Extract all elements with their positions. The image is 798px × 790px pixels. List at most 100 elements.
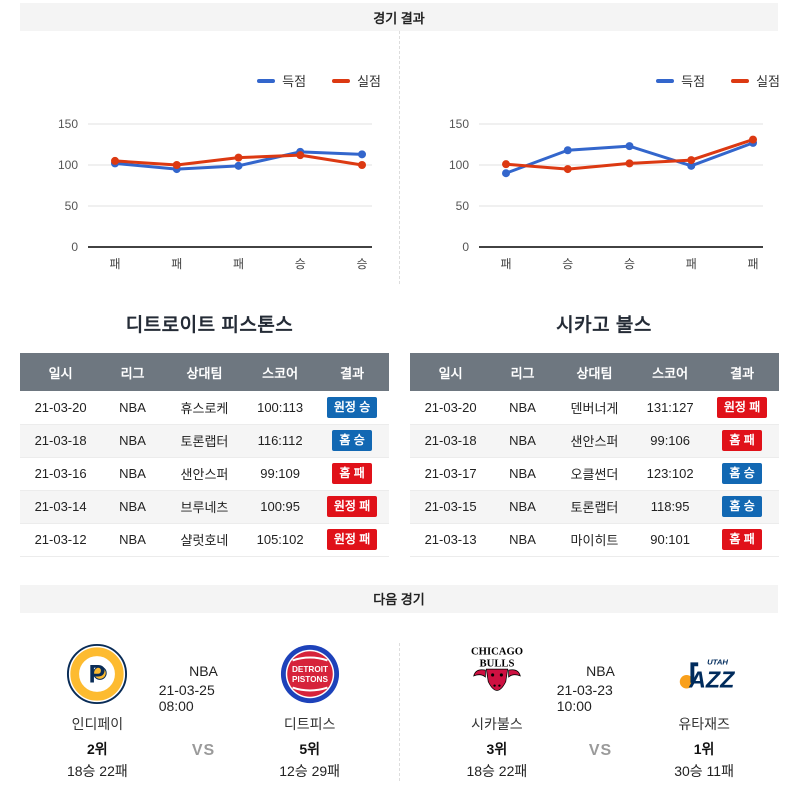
league-cell: NBA	[491, 424, 554, 458]
result-cell: 홈 승	[705, 457, 779, 491]
away-team-name: 디트피스	[283, 715, 336, 732]
opponent-cell: 마이히트	[553, 523, 636, 557]
league-cell: NBA	[491, 391, 554, 425]
game-date-cell: 21-03-15	[410, 490, 492, 524]
home-team-record: 18승 22패	[66, 762, 128, 779]
result-badge: 원정 패	[326, 529, 378, 550]
y-axis-tick-label: 100	[58, 158, 78, 172]
data-point	[687, 161, 696, 170]
opponent-cell: 토론랩터	[553, 490, 636, 524]
data-point	[234, 161, 243, 170]
away-team-rank: 5위	[299, 740, 320, 757]
home-team-rank: 2위	[87, 740, 108, 757]
x-axis-category-label: 패	[747, 257, 758, 271]
match-datetime: 21-03-23 10:00	[556, 681, 613, 714]
table-header-cell: 결과	[705, 353, 779, 391]
matchup-bulls-jazz: CHICAGO BULLS 시카불스 3위 18승 22패 NBA 21-03-…	[411, 643, 798, 781]
game-date-cell: 21-03-12	[20, 523, 102, 557]
svg-text:AZZ: AZZ	[688, 666, 735, 692]
y-axis-tick-label: 0	[71, 240, 78, 254]
x-axis-category-label: 패	[500, 257, 511, 271]
table-row: 21-03-12 NBA 샬럿호네 105:102 원정 패	[20, 523, 389, 557]
result-badge: 원정 승	[326, 396, 378, 418]
game-date-cell: 21-03-18	[20, 424, 102, 458]
result-cell: 홈 패	[705, 424, 779, 458]
detroit-table-column: 디트로이트 피스톤스 일시 리그 상대팀 스코어 결과 21-03-20 NBA 휴스로케 10…	[0, 310, 399, 557]
score-cell: 99:106	[635, 424, 706, 458]
table-row: 21-03-14 NBA 브루네츠 100:95 원정 패	[20, 490, 389, 524]
result-cell: 홈 승	[705, 490, 779, 524]
team-title-detroit: 디트로이트 피스톤스	[125, 315, 294, 336]
result-cell: 홈 패	[315, 457, 389, 491]
home-team-name: 시카불스	[471, 715, 523, 732]
next-game-section-title: 다음 경기	[373, 592, 425, 607]
x-axis-category-label: 패	[233, 257, 244, 271]
score-cell: 123:102	[635, 457, 706, 491]
league-cell: NBA	[491, 490, 554, 524]
next-game-section-header: 다음 경기	[20, 584, 778, 613]
result-cell: 홈 승	[315, 424, 389, 458]
table-row: 21-03-16 NBA 샌안스퍼 99:109 홈 패	[20, 457, 389, 491]
table-header-cell: 스코어	[245, 353, 316, 391]
detroit-chart-legend: 득점 실점	[20, 71, 381, 90]
score-cell: 100:113	[245, 391, 316, 425]
game-date-cell: 21-03-17	[410, 457, 492, 491]
data-point	[358, 161, 366, 169]
results-section-title: 경기 결과	[373, 10, 425, 26]
away-team-name: 유타재즈	[678, 715, 730, 732]
y-axis-tick-label: 100	[449, 158, 469, 172]
data-point	[358, 150, 366, 159]
allowed-legend-item: 실점	[731, 71, 780, 90]
x-axis-category-label: 승	[562, 257, 573, 271]
scored-line-swatch-icon	[257, 78, 276, 83]
away-team-record: 30승 11패	[674, 762, 734, 779]
allowed-line-swatch-icon	[332, 78, 351, 83]
opponent-cell: 샬럿호네	[163, 523, 246, 557]
away-team-cell: DETROIT PISTONS 디트피스 5위 12승 29패	[248, 643, 371, 781]
result-badge: 원정 패	[716, 396, 768, 418]
data-point	[687, 156, 696, 165]
next-games-row: P 인디페이 2위 18승 22패 NBA 21-03-25 08:00 VS …	[0, 613, 798, 781]
game-date-cell: 21-03-20	[410, 391, 492, 425]
bulls-logo-icon: CHICAGO BULLS	[471, 646, 523, 691]
table-header-cell: 결과	[315, 353, 389, 391]
line-chart-canvas: 0 50 100 150 패 패 패 승 승	[58, 117, 372, 271]
match-datetime: 21-03-25 08:00	[158, 681, 215, 714]
table-row: 21-03-18 NBA 샌안스퍼 99:106 홈 패	[410, 424, 779, 458]
scored-legend-label: 득점	[681, 74, 706, 89]
allowed-line-swatch-icon	[731, 78, 750, 83]
table-row: 21-03-18 NBA 토론랩터 116:112 홈 승	[20, 424, 389, 458]
league-cell: NBA	[491, 457, 554, 491]
vs-label: VS	[191, 741, 216, 759]
x-axis-category-label: 승	[356, 257, 367, 271]
away-team-rank: 1위	[693, 740, 715, 757]
data-point	[111, 156, 119, 165]
vs-label: VS	[588, 741, 613, 759]
data-point	[502, 160, 510, 169]
game-date-cell: 21-03-14	[20, 490, 102, 524]
match-league: NBA	[189, 662, 218, 679]
x-axis-category-label: 패	[171, 257, 182, 271]
score-cell: 131:127	[635, 391, 706, 425]
pistons-logo-icon: DETROIT PISTONS	[280, 644, 339, 703]
opponent-cell: 샌안스퍼	[163, 457, 246, 491]
data-point	[502, 169, 510, 178]
team-title-chicago: 시카고 불스	[556, 315, 652, 336]
x-axis-category-label: 패	[686, 257, 697, 271]
opponent-cell: 토론랩터	[163, 424, 246, 458]
data-point	[563, 146, 572, 155]
allowed-legend-label: 실점	[756, 74, 780, 89]
home-team-cell: P 인디페이 2위 18승 22패	[36, 643, 159, 781]
score-cell: 99:109	[245, 457, 316, 491]
x-axis-category-label: 승	[624, 257, 635, 271]
svg-text:PISTONS: PISTONS	[292, 674, 328, 683]
table-header-cell: 상대팀	[553, 353, 636, 391]
result-cell: 홈 패	[705, 523, 779, 557]
scored-legend-label: 득점	[282, 74, 307, 89]
league-cell: NBA	[101, 490, 164, 524]
y-axis-tick-label: 0	[462, 240, 469, 254]
detroit-results-chart: 0 50 100 150 패 패 패 승 승	[20, 106, 399, 284]
opponent-cell: 오클썬더	[553, 457, 636, 491]
x-axis-category-label: 패	[109, 257, 120, 271]
match-league: NBA	[586, 662, 615, 679]
